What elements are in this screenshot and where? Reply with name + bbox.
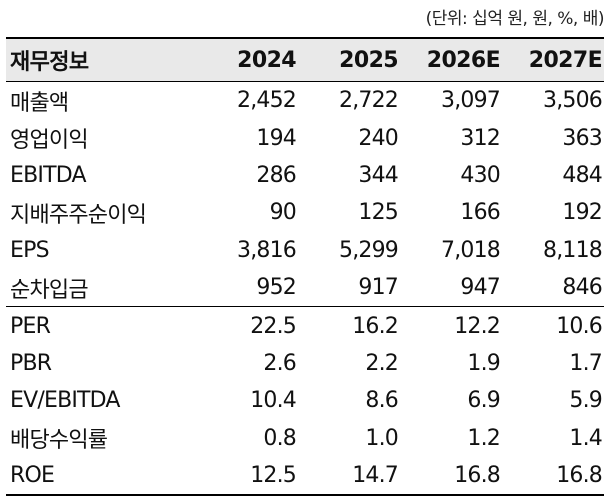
- cell-value: 2.6: [263, 350, 296, 376]
- row-label: ROE: [6, 456, 196, 497]
- row-label: 배당수익률: [10, 428, 108, 454]
- table-row: EBITDA 286 344 430 484: [6, 157, 604, 194]
- table-row: PER 22.5 16.2 12.2 10.6: [6, 306, 604, 345]
- cell-value: 16.8: [400, 456, 502, 497]
- cell-value: 192: [562, 200, 602, 226]
- table-row: 지배주주순이익 90 125 166 192: [6, 194, 604, 231]
- cell-value: 363: [562, 125, 602, 151]
- table-header-row: 재무정보 2024 2025 2026E 2027E: [6, 37, 604, 82]
- cell-value: 1.2: [467, 425, 500, 451]
- cell-value: 430: [460, 162, 500, 188]
- row-label: PER: [6, 306, 196, 345]
- table-row: EPS 3,816 5,299 7,018 8,118: [6, 232, 604, 269]
- cell-value: 8.6: [365, 388, 398, 414]
- cell-value: 2.2: [365, 350, 398, 376]
- cell-value: 6.9: [467, 388, 500, 414]
- cell-value: 3,816: [237, 237, 297, 263]
- table-row: 배당수익률 0.8 1.0 1.2 1.4: [6, 420, 604, 457]
- row-label: 매출액: [10, 90, 69, 116]
- cell-value: 484: [562, 162, 602, 188]
- cell-value: 312: [460, 125, 500, 151]
- table-row: ROE 12.5 14.7 16.8 16.8: [6, 456, 604, 497]
- row-label: PBR: [10, 350, 52, 376]
- cell-value: 1.4: [569, 425, 602, 451]
- row-label: EV/EBITDA: [10, 388, 120, 414]
- unit-note: (단위: 십억 원, 원, %, 배): [425, 9, 605, 29]
- cell-value: 917: [358, 275, 398, 301]
- table-row: EV/EBITDA 10.4 8.6 6.9 5.9: [6, 382, 604, 419]
- cell-value: 240: [358, 125, 398, 151]
- header-year-2025: 2025: [298, 37, 400, 82]
- cell-value: 2,722: [339, 88, 399, 114]
- table-row: 순차입금 952 917 947 846: [6, 269, 604, 307]
- cell-value: 12.5: [196, 456, 298, 497]
- cell-value: 10.4: [250, 388, 297, 414]
- row-label: 영업이익: [10, 128, 89, 154]
- header-year-2026e: 2026E: [400, 37, 502, 82]
- cell-value: 3,097: [441, 88, 501, 114]
- cell-value: 952: [256, 275, 296, 301]
- cell-value: 846: [562, 275, 602, 301]
- header-year-2024: 2024: [196, 37, 298, 82]
- cell-value: 125: [358, 200, 398, 226]
- cell-value: 22.5: [196, 306, 298, 345]
- cell-value: 16.8: [502, 456, 604, 497]
- row-label: EPS: [10, 237, 50, 263]
- table-row: 영업이익 194 240 312 363: [6, 119, 604, 156]
- header-label: 재무정보: [6, 37, 196, 82]
- cell-value: 7,018: [441, 237, 501, 263]
- table-row: 매출액 2,452 2,722 3,097 3,506: [6, 82, 604, 120]
- cell-value: 90: [269, 200, 297, 226]
- table-row: PBR 2.6 2.2 1.9 1.7: [6, 345, 604, 382]
- cell-value: 166: [460, 200, 500, 226]
- cell-value: 344: [358, 162, 398, 188]
- cell-value: 3,506: [543, 88, 603, 114]
- cell-value: 1.7: [569, 350, 602, 376]
- cell-value: 1.0: [365, 425, 398, 451]
- row-label: EBITDA: [10, 162, 87, 188]
- cell-value: 10.6: [502, 306, 604, 345]
- cell-value: 947: [460, 275, 500, 301]
- row-label: 지배주주순이익: [10, 202, 147, 228]
- cell-value: 5,299: [339, 237, 399, 263]
- cell-value: 5.9: [569, 388, 602, 414]
- cell-value: 12.2: [400, 306, 502, 345]
- header-year-2027e: 2027E: [502, 37, 604, 82]
- financial-table: 재무정보 2024 2025 2026E 2027E 매출액 2,452 2,7…: [6, 37, 604, 497]
- cell-value: 1.9: [467, 350, 500, 376]
- row-label: 순차입금: [10, 277, 89, 303]
- cell-value: 0.8: [263, 425, 296, 451]
- cell-value: 16.2: [298, 306, 400, 345]
- cell-value: 8,118: [543, 237, 603, 263]
- cell-value: 2,452: [237, 88, 297, 114]
- cell-value: 286: [256, 162, 296, 188]
- cell-value: 14.7: [298, 456, 400, 497]
- cell-value: 194: [256, 125, 296, 151]
